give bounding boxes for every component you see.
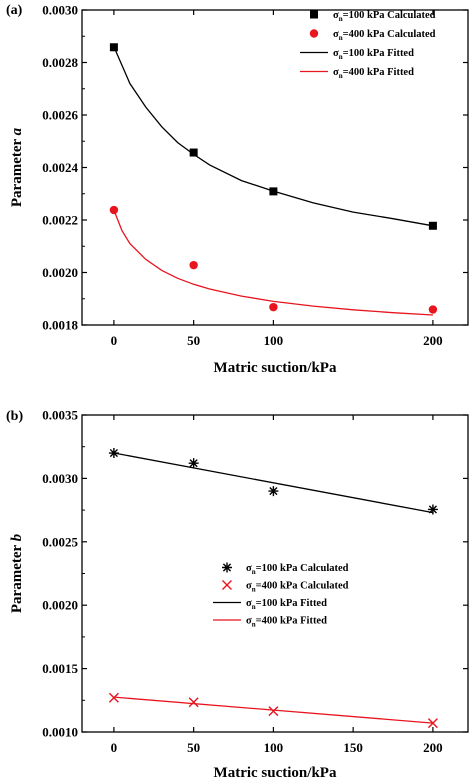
legend-entry-label: σn=100 kPa Calculated <box>246 563 349 576</box>
y-tick-label: 0.0026 <box>42 108 78 123</box>
data-point <box>109 205 119 215</box>
x-tick-label: 0 <box>111 333 118 348</box>
x-tick-label: 150 <box>343 740 363 755</box>
fitted-line <box>113 46 434 227</box>
x-tick-label: 100 <box>264 740 284 755</box>
data-point <box>108 448 119 459</box>
y-tick-label: 0.0030 <box>42 471 78 486</box>
legend-entry-label: σn=400 kPa Fitted <box>333 67 414 80</box>
data-point <box>269 302 278 312</box>
data-point <box>269 187 278 196</box>
legend-marker <box>222 562 232 573</box>
fitted-line <box>113 209 433 316</box>
y-tick-label: 0.0020 <box>42 598 78 613</box>
y-tick-label: 0.0020 <box>42 265 78 280</box>
legend: σn=100 kPa Calculated σn=400 kPa Calculat… <box>213 562 349 629</box>
data-point <box>189 260 198 270</box>
data-point <box>428 305 438 314</box>
legend-entry-label: σn=400 kPa Calculated <box>333 29 436 42</box>
data-point <box>427 718 438 729</box>
data-point <box>188 458 199 469</box>
data-point <box>427 504 438 515</box>
x-tick-label: 200 <box>423 740 443 755</box>
x-axis-title: Matric suction/kPa <box>214 765 337 781</box>
data-point <box>428 221 437 230</box>
fitted-line <box>113 452 434 514</box>
y-tick-label: 0.0010 <box>42 725 78 740</box>
y-tick-label: 0.0030 <box>42 3 78 18</box>
data-point <box>268 486 279 497</box>
data-point <box>188 697 199 708</box>
x-axis-title: Matric suction/kPa <box>214 360 337 376</box>
legend-entry-label: σn=100 kPa Fitted <box>246 598 327 611</box>
panel-b: 0.0010 0.0015 0.0020 0.0025 0.0030 0.0035 0 50 1… <box>6 408 469 781</box>
x-tick-label: 200 <box>423 333 443 348</box>
legend-entry-label: σn=100 kPa Fitted <box>333 48 414 61</box>
y-axis-title: Parameter a <box>9 127 25 207</box>
y-tick-label: 0.0035 <box>42 408 78 423</box>
panel-a: 0.0018 0.0020 0.0022 0.0024 0.0026 0.0028 0.00… <box>6 3 469 376</box>
legend-entry-label: σn=400 kPa Calculated <box>246 581 349 594</box>
legend: σn=100 kPa Calculated σn=400 kPa Calculat… <box>300 10 436 80</box>
y-tick-label: 0.0022 <box>42 213 78 228</box>
y-tick-label: 0.0025 <box>42 534 78 549</box>
y-tick-label: 0.0018 <box>42 318 78 333</box>
panel-label: (a) <box>6 3 23 18</box>
data-point <box>189 148 198 157</box>
y-tick-label: 0.0028 <box>42 55 78 70</box>
legend-marker <box>310 10 318 19</box>
legend-marker <box>309 29 319 38</box>
legend-marker <box>222 580 232 590</box>
data-point <box>108 692 119 703</box>
data-point <box>268 706 279 717</box>
legend-entry-label: σn=100 kPa Calculated <box>333 10 436 23</box>
y-axis-title: Parameter b <box>9 533 25 613</box>
legend-entry-label: σn=400 kPa Fitted <box>246 616 327 629</box>
panel-label: (b) <box>6 409 23 424</box>
y-tick-label: 0.0015 <box>42 661 78 676</box>
x-tick-label: 100 <box>264 333 284 348</box>
x-tick-label: 0 <box>111 740 118 755</box>
x-tick-label: 50 <box>187 333 200 348</box>
data-point <box>109 43 118 52</box>
x-tick-label: 50 <box>187 740 200 755</box>
y-tick-label: 0.0024 <box>42 160 78 175</box>
